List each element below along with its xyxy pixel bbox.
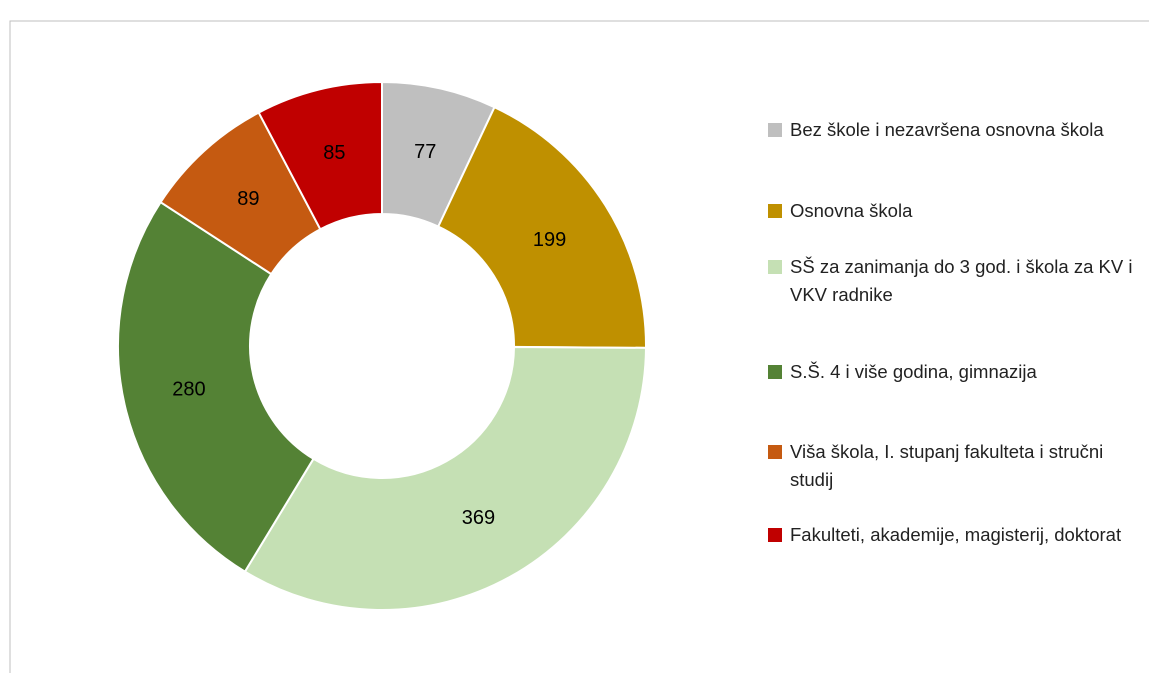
data-label: 280 (172, 378, 205, 400)
legend-item: Viša škola, I. stupanj fakulteta i struč… (768, 438, 1138, 494)
data-label: 77 (414, 141, 436, 163)
legend-label: Viša škola, I. stupanj fakulteta i struč… (790, 441, 1104, 490)
legend-item: SŠ za zanimanja do 3 god. i škola za KV … (768, 253, 1138, 309)
legend-label: Osnovna škola (790, 200, 913, 221)
chart-frame (9, 20, 1149, 673)
legend-swatch (768, 445, 782, 459)
legend-swatch (768, 123, 782, 137)
legend-label: SŠ za zanimanja do 3 god. i škola za KV … (790, 256, 1133, 305)
legend-item: S.Š. 4 i više godina, gimnazija (768, 358, 1138, 386)
donut-slice (257, 80, 383, 231)
data-label: 85 (323, 142, 345, 164)
data-label: 369 (462, 507, 495, 529)
legend-label: Bez škole i nezavršena osnovna škola (790, 119, 1104, 140)
legend-item: Bez škole i nezavršena osnovna škola (768, 116, 1138, 144)
legend-item: Fakulteti, akademije, magisterij, doktor… (768, 521, 1138, 549)
data-label: 199 (533, 229, 566, 251)
legend-swatch (768, 365, 782, 379)
donut-slice (436, 105, 647, 349)
legend-swatch (768, 528, 782, 542)
donut-slice (243, 345, 648, 611)
data-label: 89 (237, 188, 259, 210)
legend-label: Fakulteti, akademije, magisterij, doktor… (790, 524, 1122, 545)
donut-slice (117, 200, 315, 573)
legend-swatch (768, 204, 782, 218)
legend-swatch (768, 260, 782, 274)
legend-label: S.Š. 4 i više godina, gimnazija (790, 361, 1037, 382)
legend-item: Osnovna škola (768, 197, 1138, 225)
